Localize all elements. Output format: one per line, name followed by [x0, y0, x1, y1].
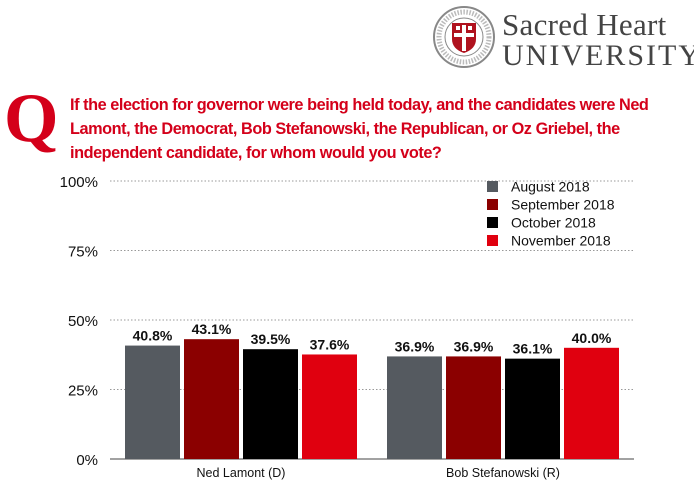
university-seal-icon	[433, 6, 495, 68]
data-label: 36.9%	[395, 338, 435, 354]
bar	[125, 345, 180, 459]
legend-label: October 2018	[511, 215, 596, 231]
bar	[243, 349, 298, 459]
y-tick-label: 0%	[76, 452, 98, 469]
data-label: 40.8%	[133, 328, 173, 344]
question-text: If the election for governor were being …	[70, 96, 649, 162]
y-tick-label: 50%	[68, 313, 98, 330]
x-tick-label: Ned Lamont (D)	[197, 466, 286, 480]
legend-swatch	[487, 199, 498, 210]
legend-swatch	[487, 181, 498, 192]
bar	[564, 347, 619, 459]
question-marker: Q	[4, 80, 59, 157]
data-label: 39.5%	[251, 331, 291, 347]
bar	[387, 356, 442, 459]
legend-label: August 2018	[511, 179, 590, 195]
x-tick-label: Bob Stefanowski (R)	[446, 466, 560, 480]
legend-label: September 2018	[511, 197, 615, 213]
logo-name-line1: Sacred Heart	[502, 7, 667, 42]
data-label: 43.1%	[192, 321, 232, 337]
y-tick-label: 75%	[68, 244, 98, 261]
data-label: 36.9%	[454, 338, 494, 354]
data-label: 37.6%	[310, 336, 350, 352]
university-logo: Sacred Heart UNIVERSITY	[432, 5, 694, 75]
bar	[446, 356, 501, 459]
logo-name-line2: UNIVERSITY	[502, 39, 694, 72]
bar	[505, 358, 560, 459]
data-label: 40.0%	[572, 330, 612, 346]
legend-label: November 2018	[511, 233, 611, 249]
bar	[184, 339, 239, 459]
legend-swatch	[487, 217, 498, 228]
bar	[302, 354, 357, 459]
y-tick-label: 100%	[60, 174, 98, 191]
data-label: 36.1%	[513, 341, 553, 357]
y-tick-label: 25%	[68, 383, 98, 400]
legend-swatch	[487, 235, 498, 246]
